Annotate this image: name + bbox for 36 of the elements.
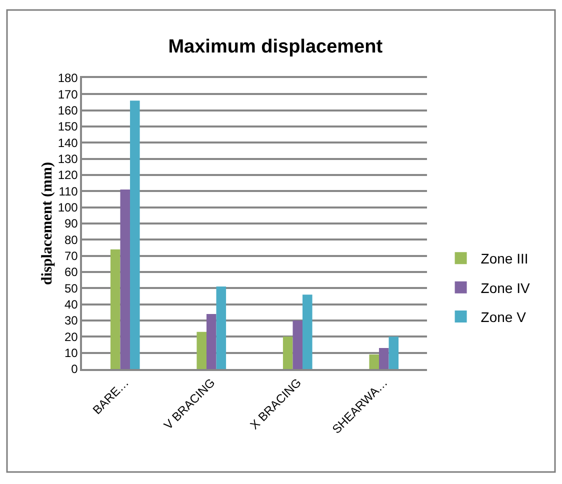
y-tick-label: 140: [58, 136, 78, 150]
bar: [196, 332, 206, 369]
legend-label: Zone III: [480, 250, 528, 267]
y-tick-label: 90: [64, 216, 78, 231]
y-tick-label: 60: [64, 265, 78, 280]
legend-label: Zone V: [480, 308, 527, 325]
bar: [388, 336, 399, 369]
y-tick-label: 10: [64, 346, 78, 360]
y-tick-label: 100: [58, 200, 78, 215]
y-tick-label: 130: [58, 152, 78, 166]
y-tick-label: 20: [64, 330, 78, 344]
legend-label: Zone IV: [480, 280, 530, 296]
bar: [302, 294, 312, 369]
bar: [110, 249, 120, 369]
bar: [120, 190, 130, 369]
chart-title: Maximum displacement: [168, 36, 384, 58]
y-tick-label: 0: [71, 362, 78, 376]
y-tick-label: 180: [58, 71, 78, 86]
bar: [378, 348, 389, 369]
bar: [130, 100, 140, 369]
y-tick-label: 40: [64, 298, 78, 312]
y-axis-title: displacement (mm): [40, 162, 56, 285]
bar: [292, 320, 303, 369]
y-tick-label: 50: [64, 281, 78, 296]
bar: [369, 354, 379, 369]
y-tick-label: 170: [58, 87, 78, 102]
y-tick-label: 110: [58, 184, 78, 198]
bar: [216, 286, 226, 369]
y-tick-label: 160: [58, 104, 78, 118]
y-tick-label: 70: [64, 249, 78, 264]
y-tick-label: 120: [58, 168, 78, 182]
bar: [206, 314, 216, 369]
bar: [282, 336, 293, 369]
y-tick-label: 30: [64, 314, 78, 328]
y-tick-label: 80: [64, 232, 78, 247]
y-tick-label: 150: [58, 120, 78, 134]
